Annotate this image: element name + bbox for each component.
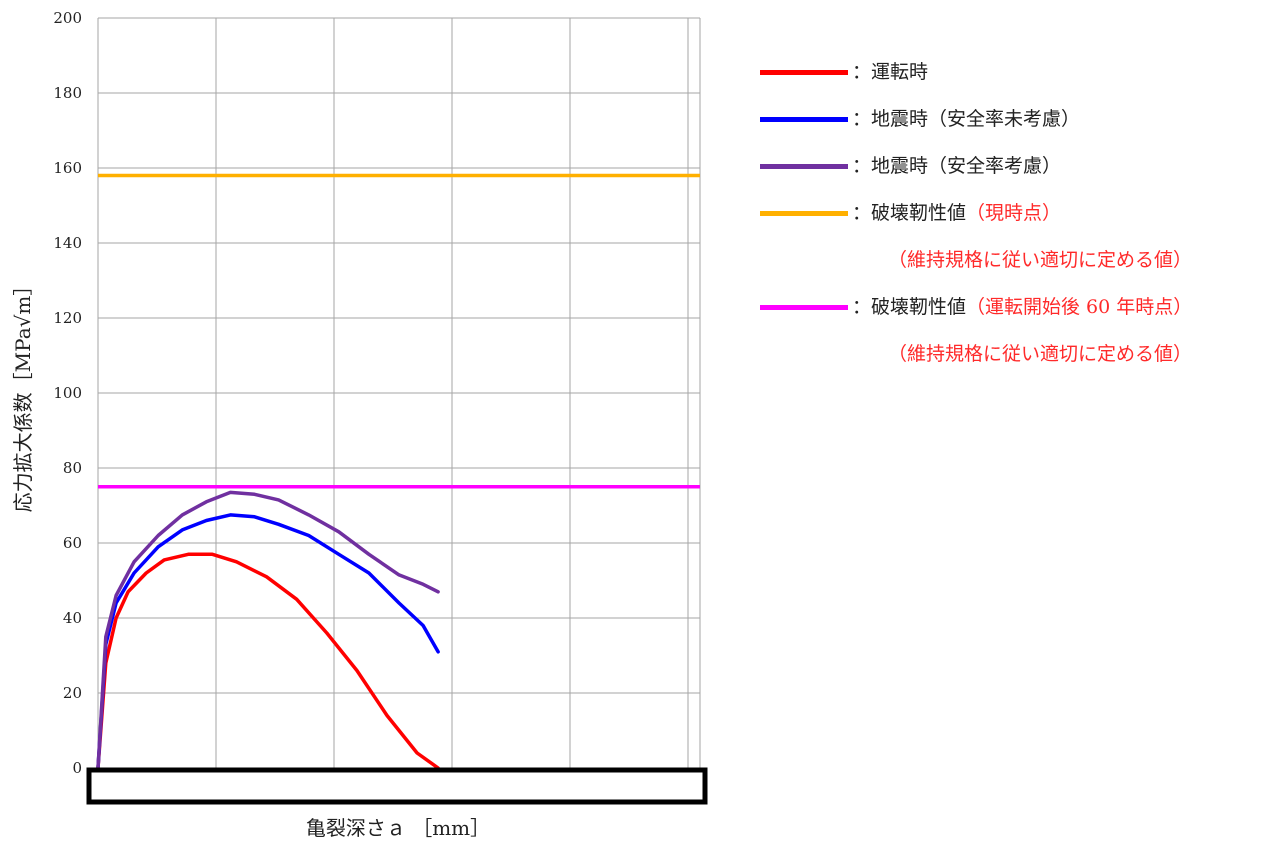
y-tick-label-6: 120 [53, 309, 82, 327]
legend-subnote-4: （維持規格に従い適切に定める値） [888, 343, 1193, 365]
legend-name-0: ：運転時 [852, 61, 929, 83]
x-axis-label-mask [86, 767, 708, 805]
grid [97, 17, 701, 769]
legend-note-3: （現時点） [966, 202, 1062, 224]
legend-swatch-4 [760, 305, 848, 310]
legend: ：運転時 ：地震時（安全率未考慮） ：地震時（安全率考慮） ：破壊靭性値（現時点） （維… [760, 55, 1275, 384]
y-tick-label-5: 100 [53, 384, 82, 402]
legend-name-2: ：地震時（安全率考慮） [852, 155, 1062, 177]
legend-swatch-0 [760, 70, 848, 75]
legend-label-4: ：破壊靭性値（運転開始後 60 年時点） [852, 292, 1192, 319]
legend-entry-1: ：地震時（安全率未考慮） [760, 102, 1275, 149]
legend-label-1: ：地震時（安全率未考慮） [852, 104, 1080, 131]
y-tick-label-2: 40 [63, 609, 82, 627]
legend-label-0: ：運転時 [852, 57, 928, 84]
y-tick-label-1: 20 [63, 684, 82, 702]
y-tick-label-9: 180 [53, 84, 82, 102]
series-line-1 [96, 513, 440, 770]
legend-swatch-2 [760, 164, 848, 169]
y-tick-label-4: 80 [63, 459, 82, 477]
legend-entry-3: ：破壊靭性値（現時点） [760, 196, 1275, 243]
legend-note-4: （運転開始後 60 年時点） [966, 296, 1193, 318]
legend-swatch-1 [760, 117, 848, 122]
legend-subnote-row-3: （維持規格に従い適切に定める値） [760, 243, 1275, 290]
y-tick-label-7: 140 [53, 234, 82, 252]
x-axis-title: 亀裂深さａ ［mm］ [306, 816, 490, 840]
y-tick-label-3: 60 [63, 534, 82, 552]
legend-name-1: ：地震時（安全率未考慮） [852, 108, 1081, 130]
legend-label-3: ：破壊靭性値（現時点） [852, 198, 1061, 225]
legend-entry-0: ：運転時 [760, 55, 1275, 102]
legend-name-3: ：破壊靭性値 [852, 202, 967, 224]
series-lines [96, 173, 700, 770]
y-tick-label-0: 0 [72, 759, 82, 777]
legend-entry-2: ：地震時（安全率考慮） [760, 149, 1275, 196]
legend-entry-4: ：破壊靭性値（運転開始後 60 年時点） [760, 290, 1275, 337]
y-tick-label-10: 200 [53, 9, 82, 27]
series-line-0 [96, 552, 440, 770]
legend-swatch-3 [760, 211, 848, 216]
legend-name-4: ：破壊靭性値 [852, 296, 967, 318]
legend-subnote-row-4: （維持規格に従い適切に定める値） [760, 337, 1275, 384]
series-line-2 [96, 490, 440, 770]
legend-label-2: ：地震時（安全率考慮） [852, 151, 1061, 178]
legend-subnote-3: （維持規格に従い適切に定める値） [888, 249, 1193, 271]
y-tick-label-8: 160 [53, 159, 82, 177]
y-tick-labels: 0 20 40 60 80 100 120 140 160 180 200 [53, 9, 82, 777]
y-axis-title: 応力拡大係数［MPa√m］ [11, 276, 35, 513]
